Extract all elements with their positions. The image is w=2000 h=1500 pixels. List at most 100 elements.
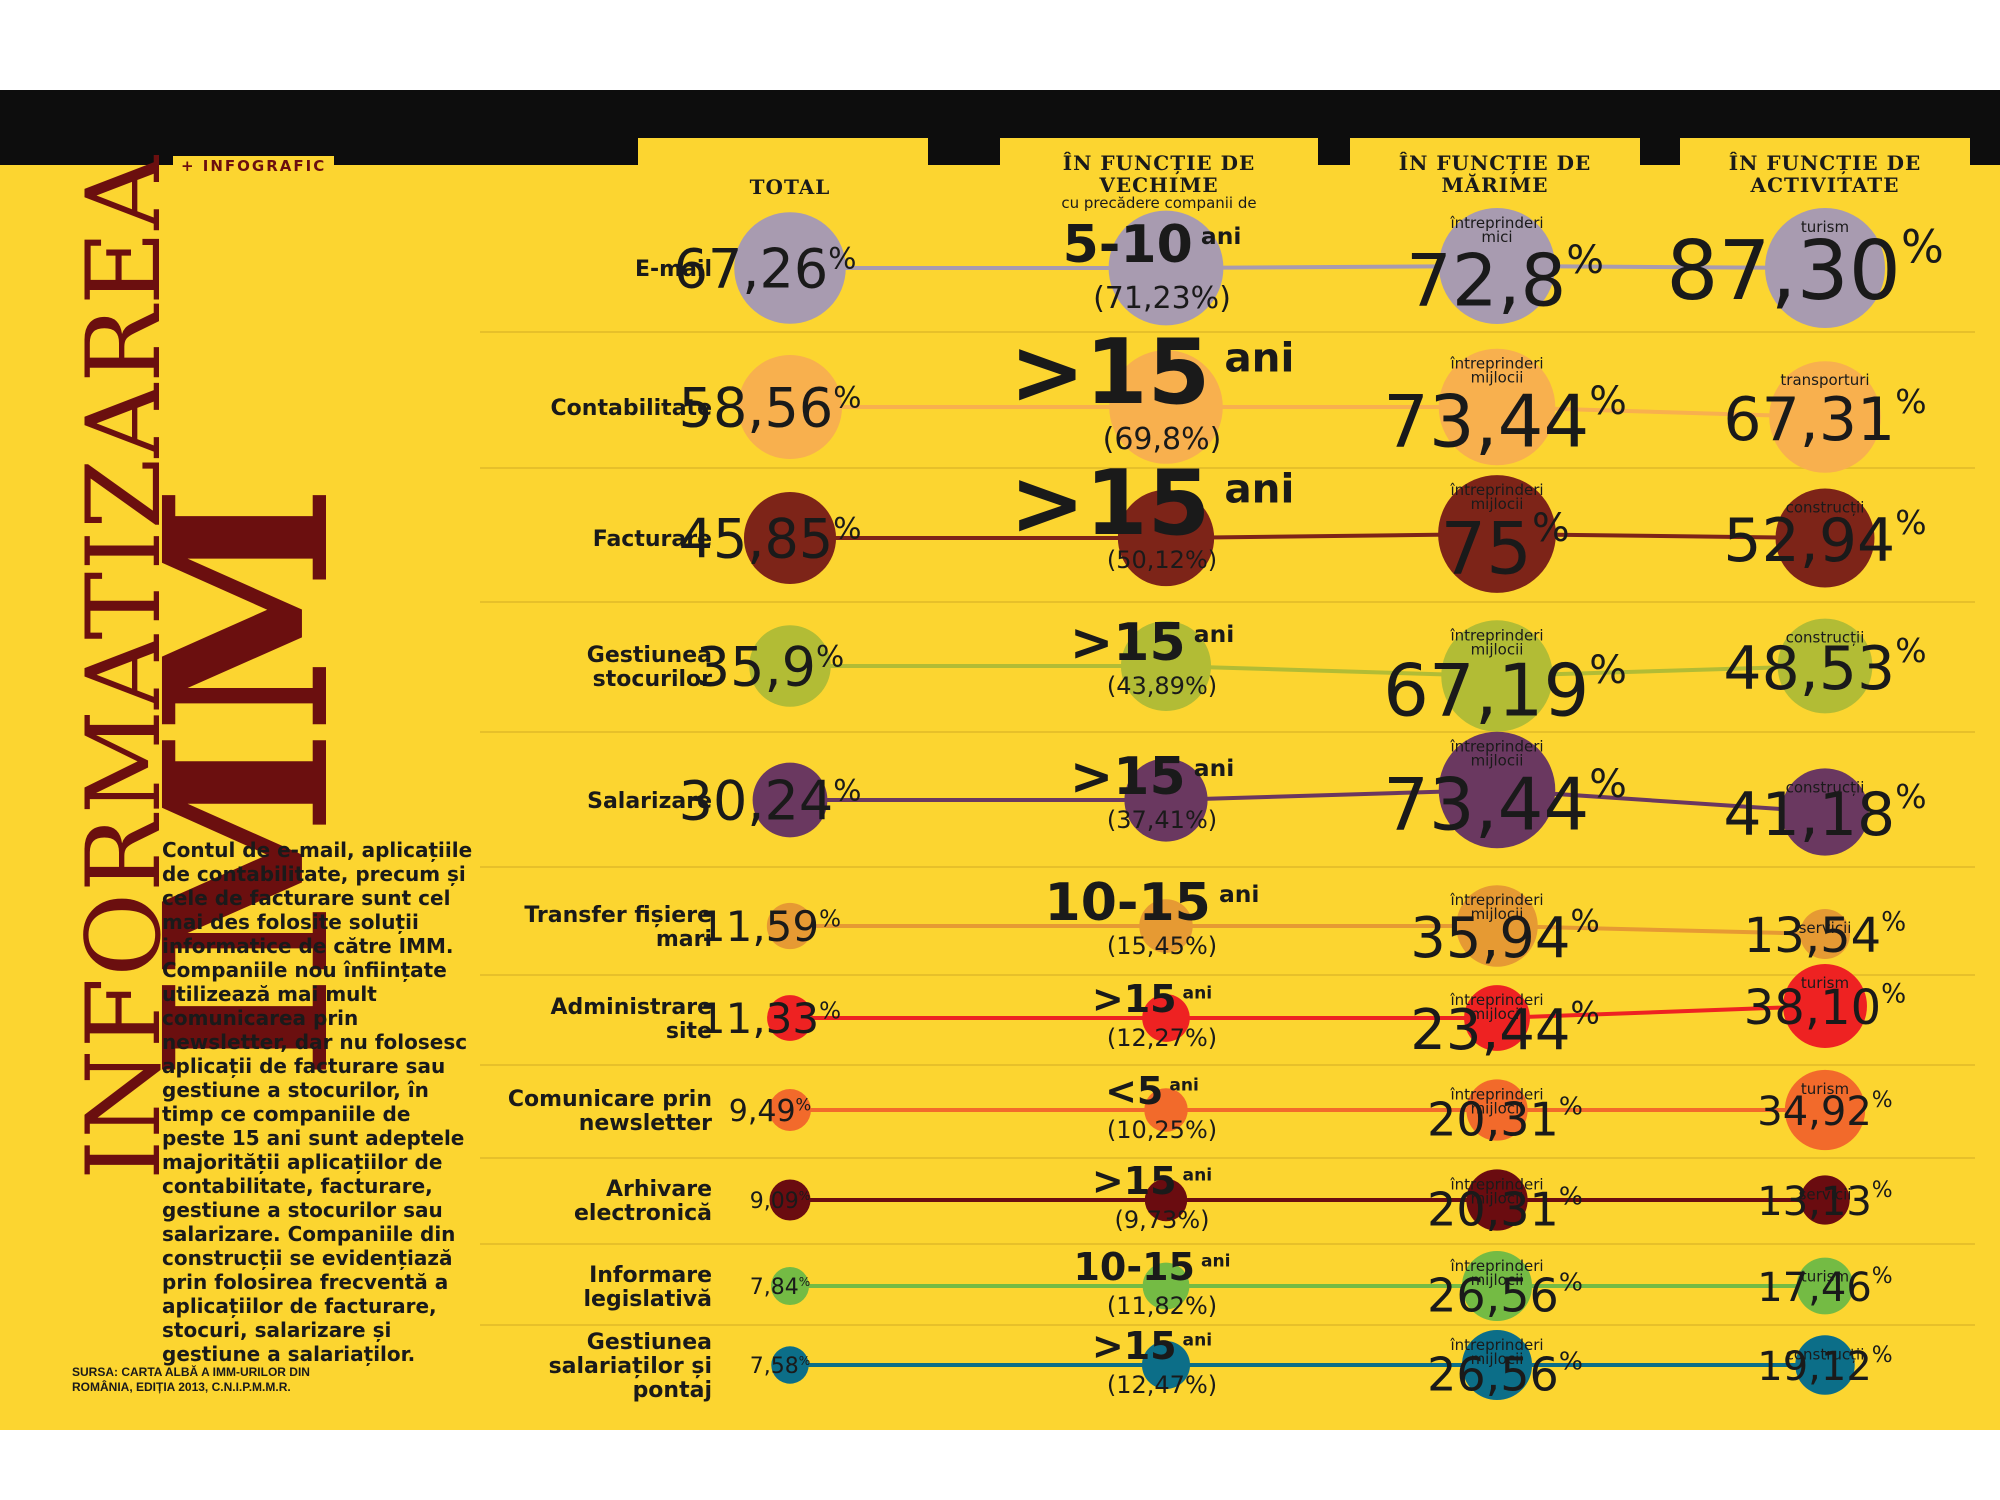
size-group-label: mijlocii bbox=[1471, 1189, 1524, 1207]
age-group-value: 10-15 ani bbox=[1073, 1245, 1230, 1289]
data-bubble bbox=[1769, 361, 1881, 473]
age-group-percent: (69,8%) bbox=[1103, 422, 1222, 457]
data-bubble bbox=[1144, 1088, 1188, 1132]
column-header-vechime: ÎN FUNCȚIE DE VECHIME cu precădere compa… bbox=[1000, 152, 1318, 211]
data-bubble bbox=[1800, 1175, 1850, 1225]
age-group-value: >15 ani bbox=[1092, 1159, 1212, 1203]
data-bubble bbox=[1783, 964, 1867, 1048]
activity-label: turism bbox=[1801, 1268, 1849, 1286]
activity-value: 38,10% bbox=[1744, 979, 1907, 1037]
data-bubble bbox=[1796, 1257, 1854, 1315]
total-value: 30,24% bbox=[679, 769, 862, 832]
age-group-percent: (10,25%) bbox=[1107, 1116, 1217, 1144]
total-value: 58,56% bbox=[679, 376, 862, 439]
data-bubble bbox=[1464, 985, 1530, 1051]
activity-label: transporturi bbox=[1780, 371, 1869, 389]
series-connector bbox=[1496, 924, 1826, 936]
data-bubble bbox=[1438, 207, 1556, 325]
data-bubble bbox=[1777, 618, 1873, 714]
source-note: SURSA: CARTA ALBĂ A IMM-URILOR DIN ROMÂN… bbox=[72, 1365, 310, 1394]
size-group-label: mijlocii bbox=[1471, 495, 1524, 513]
age-group-percent: (11,82%) bbox=[1107, 1292, 1217, 1320]
age-group-percent: (71,23%) bbox=[1093, 281, 1231, 316]
infographic-tag: + INFOGRAFIC bbox=[173, 156, 335, 176]
size-value: 35,94% bbox=[1410, 904, 1600, 971]
age-group-value: >15 ani bbox=[1092, 977, 1212, 1021]
size-group-label: întreprinderi bbox=[1449, 891, 1543, 909]
data-bubble bbox=[1461, 1329, 1533, 1401]
data-bubble bbox=[1438, 475, 1556, 593]
activity-label: construcții bbox=[1786, 499, 1865, 517]
age-group-percent: (12,47%) bbox=[1107, 1371, 1217, 1399]
size-value: 67,19% bbox=[1383, 647, 1627, 732]
activity-value: 19,12% bbox=[1757, 1343, 1892, 1390]
size-group-label: întreprinderi bbox=[1449, 355, 1543, 373]
activity-value: 13,54% bbox=[1744, 907, 1907, 965]
category-label: site bbox=[666, 1019, 712, 1044]
column-header-marime: ÎN FUNCȚIE DE MĂRIME bbox=[1395, 152, 1595, 196]
age-group-value: >15 ani bbox=[1070, 747, 1235, 807]
activity-value: 67,31% bbox=[1723, 382, 1926, 455]
age-group-percent: (9,73%) bbox=[1115, 1206, 1210, 1234]
tab-marime bbox=[1350, 138, 1640, 213]
activity-label: turism bbox=[1801, 1080, 1849, 1098]
tab-total bbox=[638, 138, 928, 213]
activity-value: 17,46% bbox=[1757, 1264, 1892, 1311]
data-bubble bbox=[766, 902, 814, 950]
data-bubble bbox=[770, 1266, 810, 1306]
data-bubble bbox=[1795, 1335, 1855, 1395]
activity-label: servicii bbox=[1799, 919, 1852, 937]
total-value: 67,26% bbox=[674, 237, 857, 300]
age-group-percent: (37,41%) bbox=[1107, 806, 1217, 834]
data-bubble bbox=[737, 354, 843, 460]
size-value: 73,44% bbox=[1383, 761, 1627, 846]
activity-value: 48,53% bbox=[1723, 631, 1926, 704]
activity-value: 13,13% bbox=[1757, 1178, 1892, 1225]
size-value: 26,56% bbox=[1427, 1268, 1583, 1323]
column-title: ÎN FUNCȚIE DE MĂRIME bbox=[1398, 151, 1592, 197]
activity-value: 52,94% bbox=[1723, 503, 1926, 576]
size-group-label: întreprinderi bbox=[1449, 1336, 1543, 1354]
data-bubble bbox=[1141, 1340, 1191, 1390]
column-title: TOTAL bbox=[749, 175, 831, 199]
data-bubble bbox=[1108, 210, 1224, 326]
age-group-value: >15 ani bbox=[1010, 451, 1295, 556]
data-bubble bbox=[1438, 348, 1556, 466]
category-label: Contabilitate bbox=[551, 396, 712, 421]
data-bubble bbox=[1124, 758, 1208, 842]
data-bubble bbox=[1142, 994, 1190, 1042]
data-bubble bbox=[1775, 488, 1875, 588]
category-label: Gestiunea bbox=[587, 643, 712, 668]
age-group-value: 5-10 ani bbox=[1063, 215, 1242, 275]
data-bubble bbox=[752, 762, 828, 838]
data-bubble bbox=[1142, 1262, 1190, 1310]
data-bubble bbox=[743, 491, 837, 585]
series-connector bbox=[1496, 1004, 1826, 1020]
category-label: Gestiunea bbox=[587, 1330, 712, 1355]
total-value: 45,85% bbox=[679, 507, 862, 570]
size-group-label: mijlocii bbox=[1471, 369, 1524, 387]
size-value: 75% bbox=[1440, 505, 1569, 590]
column-title: ÎN FUNCȚIE DE VECHIME bbox=[1062, 151, 1256, 197]
data-bubble bbox=[769, 1179, 811, 1221]
data-bubble bbox=[771, 1346, 809, 1384]
data-bubble bbox=[769, 1089, 811, 1131]
size-value: 26,56% bbox=[1427, 1347, 1583, 1402]
size-group-label: întreprinderi bbox=[1449, 481, 1543, 499]
activity-label: construcții bbox=[1786, 778, 1865, 796]
category-label: Facturare bbox=[593, 527, 712, 552]
data-bubble bbox=[1441, 620, 1553, 732]
column-title: ÎN FUNCȚIE DE ACTIVITATE bbox=[1728, 151, 1922, 197]
category-label: salariaților și bbox=[549, 1354, 712, 1379]
category-label: E-mail bbox=[635, 257, 712, 282]
size-value: 72,8% bbox=[1406, 237, 1604, 322]
data-bubble bbox=[749, 625, 831, 707]
data-bubble bbox=[1784, 1069, 1866, 1151]
category-label: newsletter bbox=[579, 1111, 712, 1136]
size-group-label: întreprinderi bbox=[1449, 1175, 1543, 1193]
size-group-label: mijlocii bbox=[1471, 752, 1524, 770]
age-group-percent: (43,89%) bbox=[1107, 672, 1217, 700]
size-group-label: întreprinderi bbox=[1449, 626, 1543, 644]
age-group-percent: (15,45%) bbox=[1107, 932, 1217, 960]
